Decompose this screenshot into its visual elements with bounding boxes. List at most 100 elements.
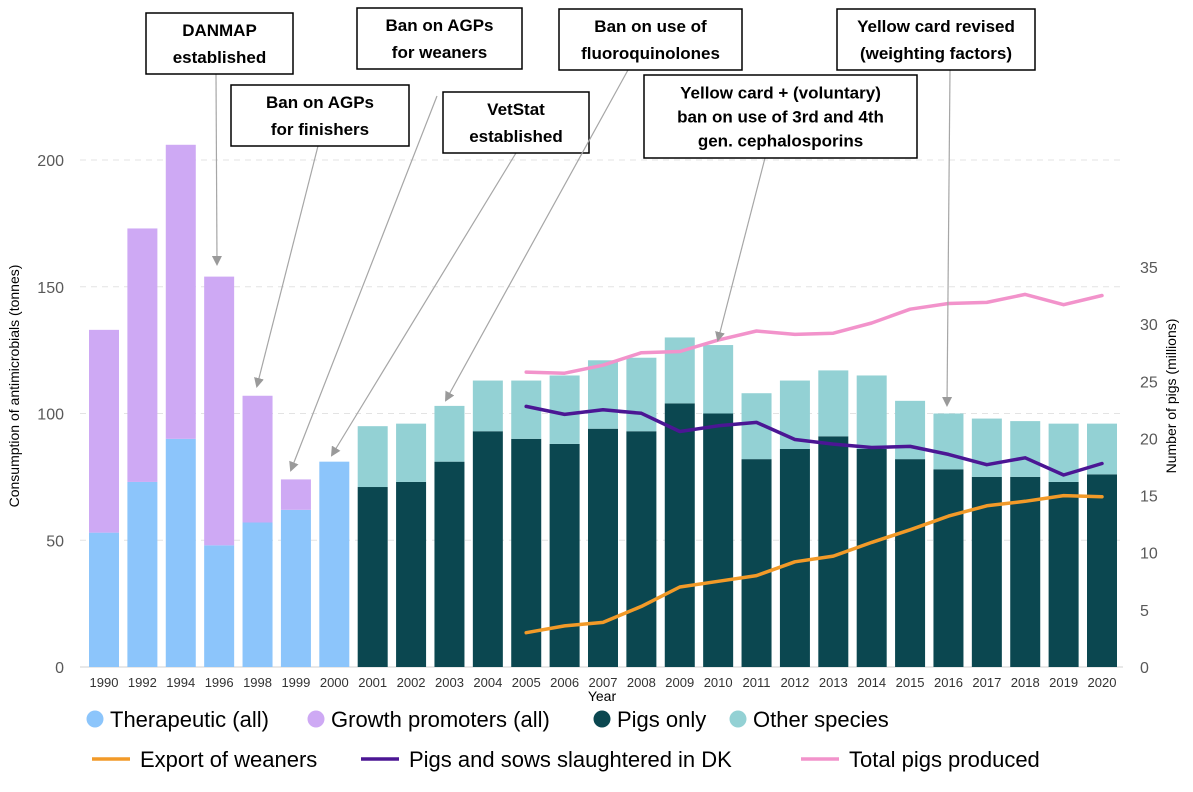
annotation-box [145, 12, 294, 75]
x-tick-label: 2004 [473, 675, 502, 690]
bar-pigs-only-2016 [933, 469, 964, 667]
bar-therapeutic-all-1996 [204, 545, 235, 667]
lines [524, 292, 1104, 635]
bar-pigs-only-2010 [703, 413, 734, 667]
bar-pigs-only-2007 [588, 428, 618, 667]
legend-label-pigs-and-sows-slaughtered-in-dk: Pigs and sows slaughtered in DK [409, 747, 732, 772]
annotation-box [442, 91, 590, 154]
bar-pigs-only-2004 [472, 431, 503, 667]
y2-tick-label: 25 [1140, 374, 1158, 391]
annotation-arrow [445, 69, 629, 402]
y2-tick-label: 0 [1140, 660, 1149, 677]
bar-therapeutic-all-1998 [242, 522, 273, 667]
annotation-text: (weighting factors) [860, 44, 1012, 63]
annotation-text: Yellow card revised [857, 17, 1015, 36]
x-tick-label: 1996 [205, 675, 234, 690]
bar-therapeutic-all-2000 [319, 461, 350, 667]
x-tick-label: 2015 [896, 675, 925, 690]
annotation-text: ban on use of 3rd and 4th [677, 108, 884, 127]
bar-pigs-only-2020 [1087, 474, 1117, 667]
x-tick-label: 2007 [589, 675, 618, 690]
bar-other-species-2013 [818, 370, 849, 437]
y-tick-label: 150 [37, 280, 64, 297]
bar-therapeutic-all-1992 [127, 481, 158, 667]
annotation-text: fluoroquinolones [581, 44, 720, 63]
bar-other-species-2001 [357, 426, 388, 488]
annotation-text: for weaners [392, 43, 487, 62]
annotation-arrow [254, 145, 319, 388]
annotation-arrow [211, 73, 222, 266]
y2-tick-label: 5 [1140, 603, 1149, 620]
bar-therapeutic-all-1990 [89, 532, 119, 667]
bar-other-species-2002 [396, 423, 427, 482]
line-export-of-weaners [524, 493, 1104, 635]
bars [89, 144, 1117, 667]
annotation-box [230, 84, 410, 147]
x-tick-label: 1994 [166, 675, 195, 690]
x-tick-label: 2012 [780, 675, 809, 690]
x-axis-title: Year [588, 688, 617, 704]
bar-pigs-only-2003 [434, 461, 465, 667]
bar-other-species-2016 [933, 413, 964, 470]
x-tick-label: 1990 [90, 675, 119, 690]
y2-tick-label: 10 [1140, 546, 1158, 563]
line-total-pigs-produced [524, 292, 1104, 375]
legend-label-other-species: Other species [753, 707, 889, 732]
y-axis-title: Consumption of antimicrobials (tonnes) [6, 265, 22, 508]
bar-other-species-2010 [703, 345, 734, 414]
x-tick-label: 2006 [550, 675, 579, 690]
x-tick-label: 1992 [128, 675, 157, 690]
annotation-text: Ban on AGPs [266, 93, 374, 112]
bar-pigs-only-2005 [511, 438, 542, 667]
legend-label-export-of-weaners: Export of weaners [140, 747, 317, 772]
annotation-text: established [469, 127, 563, 146]
bar-growth-promoters-all-1996 [204, 276, 235, 546]
line-pigs-and-sows-slaughtered-in-dk [524, 404, 1104, 477]
x-tick-label: 2005 [512, 675, 541, 690]
x-tick-label: 2008 [627, 675, 656, 690]
x-tick-label: 2001 [358, 675, 387, 690]
annotation-text: established [173, 48, 267, 67]
bar-other-species-2008 [626, 357, 657, 432]
y2-axis-title: Number of pigs (millions) [1163, 319, 1179, 474]
y-tick-label: 100 [37, 407, 64, 424]
x-tick-label: 2014 [857, 675, 886, 690]
bar-pigs-only-2015 [895, 459, 926, 667]
annotation-arrow [942, 69, 953, 407]
annotation-arrow [715, 157, 766, 342]
bar-pigs-only-2001 [357, 487, 388, 667]
legend-marker-other-species [729, 710, 747, 728]
bar-pigs-only-2019 [1048, 481, 1079, 667]
x-tick-label: 2000 [320, 675, 349, 690]
bar-therapeutic-all-1999 [280, 509, 311, 667]
x-tick-label: 2016 [934, 675, 963, 690]
bar-pigs-only-2011 [741, 459, 772, 667]
legend-label-pigs-only: Pigs only [617, 707, 706, 732]
bar-other-species-2006 [549, 375, 580, 444]
bar-growth-promoters-all-1999 [280, 479, 311, 510]
x-tick-label: 2003 [435, 675, 464, 690]
bar-other-species-2017 [971, 418, 1002, 477]
annotation-arrow [289, 95, 438, 472]
left-axis: 0 50 100 150 200 [37, 153, 64, 677]
bar-pigs-only-2002 [396, 481, 427, 667]
annotation-box [643, 74, 918, 159]
y2-tick-label: 30 [1140, 317, 1158, 334]
annotation-text: DANMAP [182, 21, 257, 40]
x-tick-label: 2010 [704, 675, 733, 690]
bar-pigs-only-2012 [779, 448, 810, 667]
bar-growth-promoters-all-1998 [242, 395, 273, 523]
bar-pigs-only-2008 [626, 431, 657, 667]
bar-other-species-2014 [856, 375, 887, 449]
legend-label-total-pigs-produced: Total pigs produced [849, 747, 1040, 772]
annotation-text: gen. cephalosporins [698, 132, 863, 151]
legend: Therapeutic (all) Growth promoters (all) P… [86, 707, 1040, 772]
legend-marker-growth-promoters-all [307, 710, 325, 728]
y-tick-label: 50 [46, 533, 64, 550]
x-tick-label: 2013 [819, 675, 848, 690]
bar-growth-promoters-all-1992 [127, 228, 158, 482]
bar-other-species-2015 [895, 400, 926, 460]
x-tick-label: 2018 [1011, 675, 1040, 690]
legend-label-growth-promoters-all: Growth promoters (all) [331, 707, 550, 732]
